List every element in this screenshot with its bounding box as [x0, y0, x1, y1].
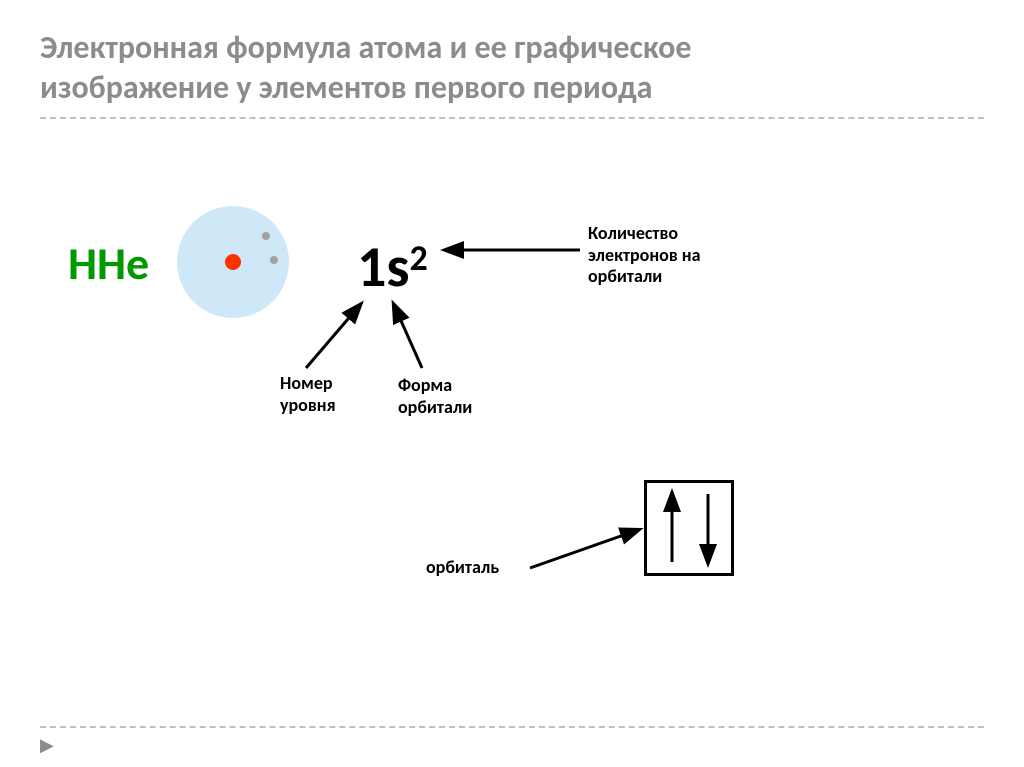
annotation-orbital-label: орбиталь [426, 557, 499, 579]
electron-formula: 1s2 [357, 238, 428, 296]
title-line-1: Электронная формула атома и ее графическ… [40, 28, 691, 67]
title-line-2: изображение у элементов первого периода [40, 68, 652, 107]
annotation-level-line2: уровня [280, 394, 336, 416]
slide-title: Электронная формула атома и ее графическ… [40, 28, 691, 108]
nav-arrow-icon: ▶ [40, 734, 54, 756]
atom-nucleus [225, 254, 241, 270]
annotation-electron-count: Количество электронов на орбитали [588, 223, 701, 288]
orbital-box [644, 480, 734, 576]
arrow-to-level [306, 305, 360, 368]
atom-electron-2 [270, 256, 278, 264]
divider-top [40, 117, 984, 119]
annotation-electron-count-line3: орбитали [588, 265, 662, 287]
annotation-shape-line2: орбитали [398, 396, 472, 418]
arrow-to-shape [394, 305, 422, 368]
annotation-electron-count-line1: Количество [588, 222, 678, 244]
annotation-electron-count-line2: электронов на [588, 244, 701, 266]
divider-bottom [40, 726, 984, 728]
annotation-level-number: Номер уровня [280, 373, 336, 416]
annotation-shape-line1: Форма [398, 374, 452, 396]
annotation-orbital-shape: Форма орбитали [398, 375, 472, 418]
arrow-to-orbital-box [530, 530, 638, 568]
annotation-level-line1: Номер [280, 372, 333, 394]
atom-shell [177, 206, 289, 318]
diagram-svg [0, 0, 1024, 767]
atom-electron-1 [262, 232, 270, 240]
formula-main: 1s [357, 231, 410, 302]
formula-superscript: 2 [410, 236, 428, 280]
element-symbol: НHe [68, 236, 149, 292]
